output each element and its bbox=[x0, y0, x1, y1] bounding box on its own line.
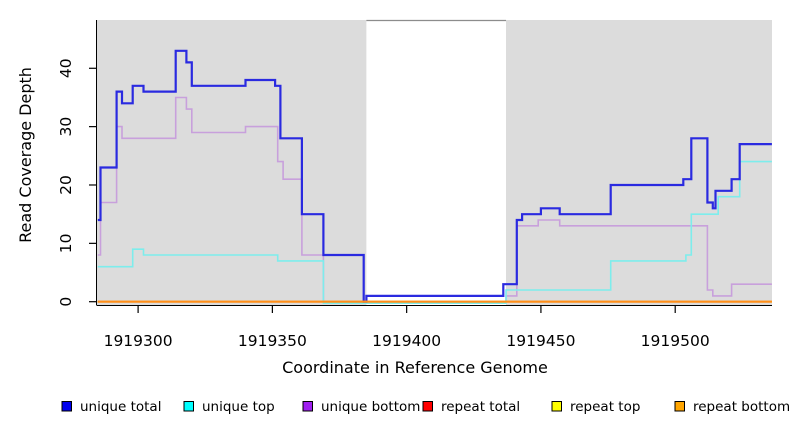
legend-label-unique-top: unique top bbox=[202, 399, 275, 415]
y-tick-label: 20 bbox=[57, 175, 75, 195]
y-tick-label: 30 bbox=[57, 117, 75, 137]
y-tick-label: 0 bbox=[57, 297, 75, 307]
legend-swatch-repeat-bottom bbox=[674, 401, 685, 412]
legend: unique total unique top unique bottom repea… bbox=[61, 399, 790, 415]
x-tick-label: 1919450 bbox=[506, 332, 575, 350]
legend-label-repeat-bottom: repeat bottom bbox=[693, 399, 790, 415]
legend-swatch-repeat-total bbox=[422, 401, 433, 412]
y-axis-title: Read Coverage Depth bbox=[16, 67, 35, 243]
legend-swatch-unique-total bbox=[61, 401, 72, 412]
x-tick-label: 1919300 bbox=[104, 332, 173, 350]
legend-swatch-unique-top bbox=[183, 401, 194, 412]
y-tick-label: 10 bbox=[57, 233, 75, 253]
legend-label-repeat-total: repeat total bbox=[441, 399, 520, 415]
y-tick-label: 40 bbox=[57, 58, 75, 78]
legend-swatch-repeat-top bbox=[551, 401, 562, 412]
x-tick-label: 1919400 bbox=[372, 332, 441, 350]
series-path-unique-bottom bbox=[97, 96, 772, 303]
x-tick-label: 1919350 bbox=[238, 332, 307, 350]
x-axis-title: Coordinate in Reference Genome bbox=[282, 358, 548, 377]
legend-label-unique-bottom: unique bottom bbox=[321, 399, 420, 415]
legend-label-repeat-top: repeat top bbox=[570, 399, 640, 415]
x-tick-label: 1919500 bbox=[641, 332, 710, 350]
masked-region bbox=[366, 20, 507, 305]
series-path-unique-top bbox=[97, 160, 772, 304]
legend-label-unique-total: unique total bbox=[80, 399, 161, 415]
legend-swatch-unique-bottom bbox=[302, 401, 313, 412]
